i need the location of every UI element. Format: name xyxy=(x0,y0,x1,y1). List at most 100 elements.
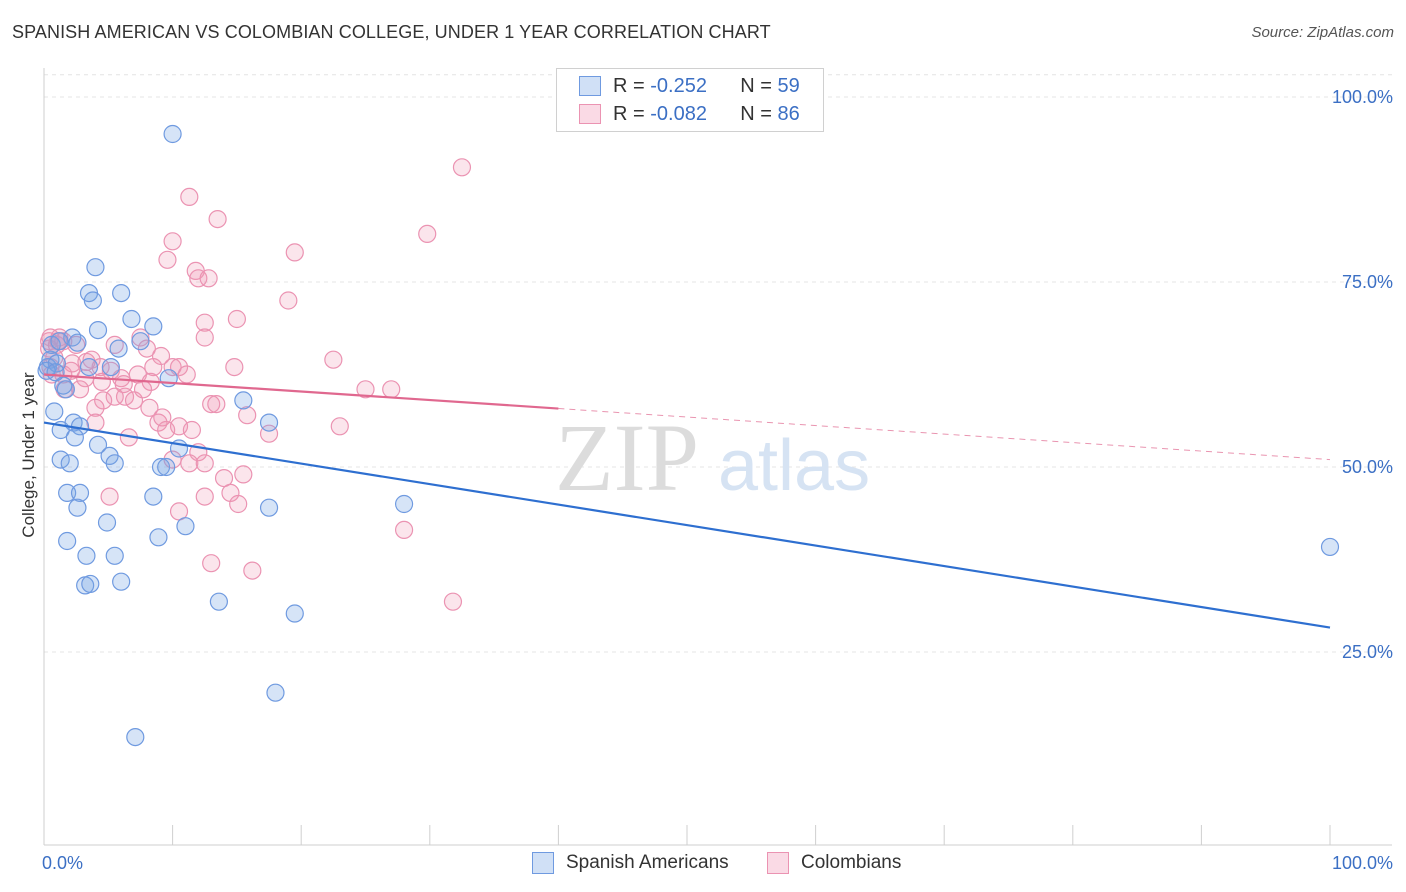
colombian-point xyxy=(163,358,182,377)
spanish-point xyxy=(58,483,77,502)
colombian-trend-line-dashed xyxy=(558,408,1331,461)
spanish-point xyxy=(112,572,131,591)
colombian-point xyxy=(189,269,208,288)
colombian-point xyxy=(443,592,463,611)
spanish-point xyxy=(234,391,253,410)
spanish-point xyxy=(79,358,99,377)
n-value: 86 xyxy=(777,102,800,125)
colombian-point xyxy=(153,408,172,427)
colombian-point xyxy=(229,494,248,514)
legend-item-spanish-americans[interactable]: Spanish Americans xyxy=(532,852,729,874)
colombian-point xyxy=(180,454,199,473)
colombian-point xyxy=(234,465,253,484)
spanish-point xyxy=(112,284,131,303)
spanish-point xyxy=(151,457,171,477)
spanish-point xyxy=(131,332,150,351)
spanish-point xyxy=(50,332,69,351)
r-value: -0.082 xyxy=(650,102,707,125)
colombian-point xyxy=(195,313,214,332)
colombian-point xyxy=(114,375,133,394)
spanish-point xyxy=(88,435,108,454)
colombian-swatch xyxy=(579,104,601,124)
colombian-point xyxy=(207,395,226,414)
y-axis-label: College, Under 1 year xyxy=(19,372,38,538)
spanish-legend-swatch xyxy=(532,852,554,874)
colombian-point xyxy=(279,291,298,310)
legend-label: Spanish Americans xyxy=(566,852,729,873)
colombian-point xyxy=(324,350,343,369)
y-tick-label: 50.0% xyxy=(1342,457,1393,477)
spanish-point xyxy=(122,309,141,329)
colombian-point xyxy=(418,224,437,243)
colombian-point xyxy=(169,358,189,377)
spanish-point xyxy=(81,574,100,594)
spanish-point xyxy=(68,333,87,352)
spanish-point xyxy=(86,258,105,277)
colombian-point xyxy=(330,417,349,436)
colombian-point xyxy=(356,380,375,399)
y-tick-label: 100.0% xyxy=(1332,87,1393,107)
colombian-point xyxy=(394,520,414,540)
x-tick-label: 0.0% xyxy=(42,853,83,873)
source-label: Source: ZipAtlas.com xyxy=(1251,24,1394,41)
chart-title: SPANISH AMERICAN VS COLOMBIAN COLLEGE, U… xyxy=(12,22,771,42)
stats-legend: R = -0.252 N = 59 R = -0.082 N = 86 xyxy=(556,68,824,132)
r-value: -0.252 xyxy=(650,74,707,97)
colombian-point xyxy=(86,413,105,432)
spanish-point xyxy=(1320,537,1340,557)
colombian-point xyxy=(182,420,201,440)
x-tick-label: 100.0% xyxy=(1332,853,1393,873)
colombian-point xyxy=(243,561,262,580)
spanish-swatch xyxy=(579,76,601,96)
n-label: N = xyxy=(740,102,772,125)
y-tick-labels: 25.0% 50.0% 75.0% 100.0% xyxy=(1332,87,1393,662)
spanish-point xyxy=(70,483,90,502)
colombian-point xyxy=(208,210,227,229)
spanish-point xyxy=(149,528,168,547)
colombian-point xyxy=(225,358,244,377)
spanish-point xyxy=(97,513,117,532)
spanish-point xyxy=(126,727,145,747)
colombian-point xyxy=(137,339,156,358)
n-value: 59 xyxy=(777,74,800,97)
colombian-point xyxy=(285,243,304,262)
spanish-point xyxy=(58,531,77,551)
x-tick-labels: 0.0% 100.0% xyxy=(42,853,1393,873)
colombian-point xyxy=(92,372,111,391)
r-label: R = xyxy=(613,102,645,125)
watermark-zip: ZIP xyxy=(555,404,699,511)
colombian-point xyxy=(144,358,163,377)
colombian-point xyxy=(180,187,199,206)
legend-label: Colombians xyxy=(801,852,902,873)
spanish-point xyxy=(56,380,75,399)
watermark-atlas: atlas xyxy=(718,426,870,506)
n-label: N = xyxy=(740,74,772,97)
spanish-point xyxy=(77,546,96,565)
r-label: R = xyxy=(613,74,645,97)
spanish-point xyxy=(176,517,195,536)
colombian-point xyxy=(140,398,159,417)
spanish-point xyxy=(65,428,84,447)
spanish-point xyxy=(109,339,128,358)
spanish-point xyxy=(101,358,120,377)
spanish-point xyxy=(45,402,64,421)
legend-item-colombians[interactable]: Colombians xyxy=(767,852,901,874)
colombian-point xyxy=(158,250,177,269)
y-tick-label: 75.0% xyxy=(1342,272,1393,292)
colombian-point xyxy=(382,380,401,399)
colombian-point xyxy=(105,387,124,406)
spanish-point xyxy=(144,317,163,336)
spanish-point xyxy=(266,683,285,702)
series-legend: Spanish Americans Colombians xyxy=(0,852,1406,880)
spanish-point xyxy=(259,498,279,517)
spanish-point xyxy=(157,457,176,477)
axes xyxy=(43,68,1392,846)
spanish-point xyxy=(163,124,182,144)
spanish-point xyxy=(105,454,124,473)
colombian-point xyxy=(163,232,182,251)
spanish-point xyxy=(105,546,124,565)
colombian-legend-swatch xyxy=(767,852,789,874)
colombian-trend-line xyxy=(43,373,559,410)
colombian-point xyxy=(100,487,119,506)
